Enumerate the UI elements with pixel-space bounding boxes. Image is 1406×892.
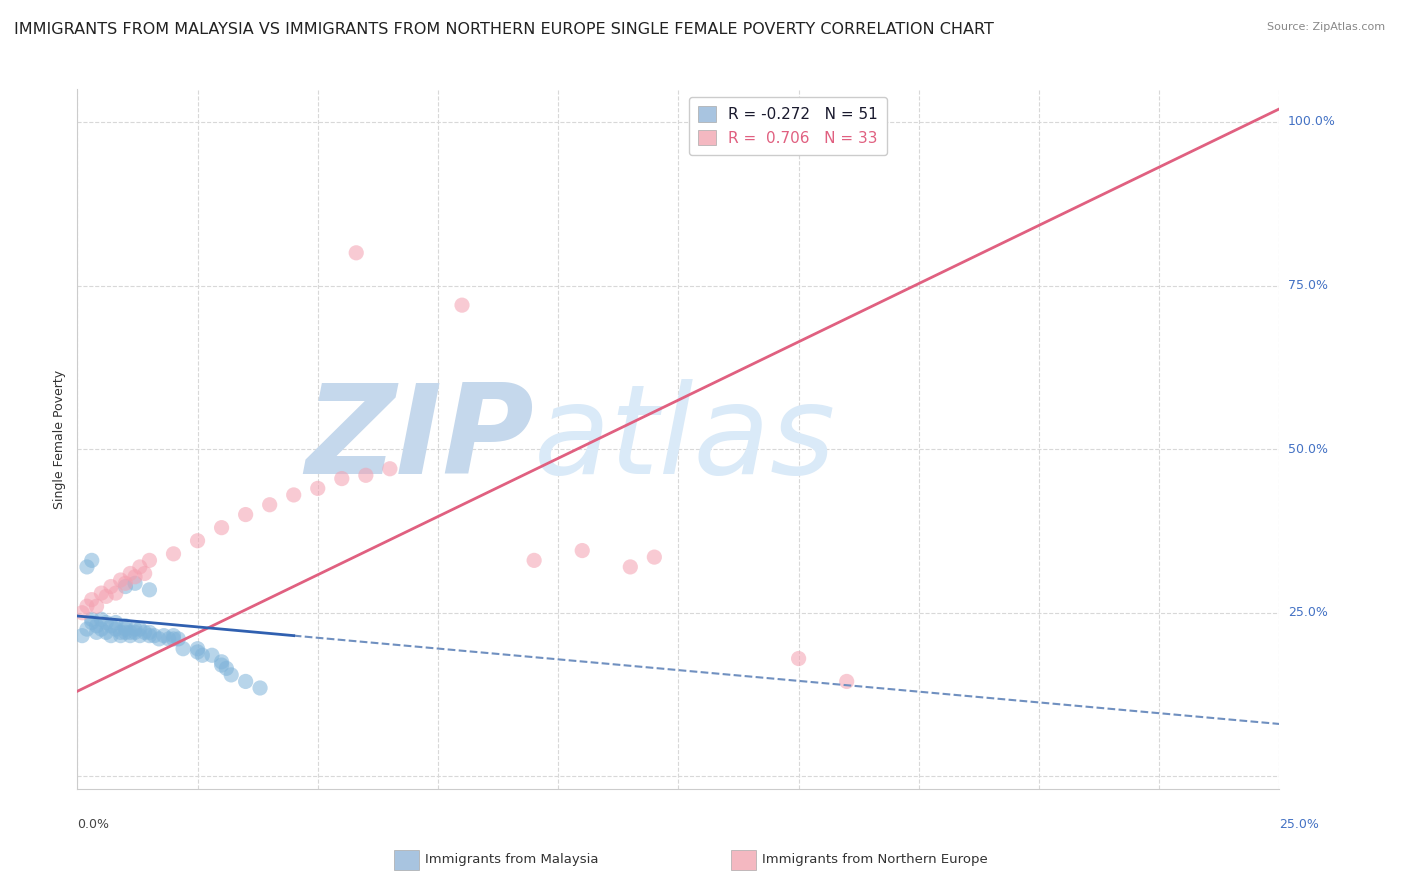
Point bbox=[124, 576, 146, 591]
Point bbox=[104, 622, 127, 636]
Point bbox=[148, 632, 170, 646]
Point bbox=[643, 550, 665, 565]
Point bbox=[138, 582, 160, 597]
Point bbox=[80, 615, 103, 630]
Text: 75.0%: 75.0% bbox=[1288, 279, 1327, 292]
Point bbox=[259, 498, 281, 512]
Point bbox=[153, 629, 176, 643]
Text: atlas: atlas bbox=[534, 379, 837, 500]
Point bbox=[134, 625, 156, 640]
Point bbox=[120, 625, 142, 640]
Point bbox=[110, 629, 132, 643]
Point bbox=[76, 560, 98, 574]
Point bbox=[124, 622, 146, 636]
Point bbox=[104, 586, 127, 600]
Point bbox=[70, 606, 93, 620]
Point bbox=[523, 553, 546, 567]
Point bbox=[330, 472, 353, 486]
Point bbox=[96, 615, 118, 630]
Point bbox=[157, 632, 180, 646]
Point bbox=[70, 629, 93, 643]
Point bbox=[120, 629, 142, 643]
Text: Source: ZipAtlas.com: Source: ZipAtlas.com bbox=[1267, 22, 1385, 32]
Point bbox=[191, 648, 214, 663]
Point bbox=[172, 641, 194, 656]
Point bbox=[787, 651, 810, 665]
Legend: R = -0.272   N = 51, R =  0.706   N = 33: R = -0.272 N = 51, R = 0.706 N = 33 bbox=[689, 97, 887, 155]
Point bbox=[114, 622, 136, 636]
Text: 50.0%: 50.0% bbox=[1288, 442, 1327, 456]
Point bbox=[134, 566, 156, 581]
Point bbox=[100, 580, 122, 594]
Point bbox=[211, 655, 233, 669]
Point bbox=[86, 599, 108, 614]
Point bbox=[283, 488, 305, 502]
Text: 0.0%: 0.0% bbox=[77, 818, 110, 830]
Point bbox=[80, 592, 103, 607]
Point bbox=[138, 553, 160, 567]
Point bbox=[86, 619, 108, 633]
Point bbox=[138, 625, 160, 640]
Point bbox=[110, 625, 132, 640]
Point bbox=[76, 599, 98, 614]
Point bbox=[201, 648, 224, 663]
Point bbox=[90, 586, 112, 600]
Point bbox=[162, 632, 184, 646]
Point bbox=[167, 632, 190, 646]
Point bbox=[120, 566, 142, 581]
Point bbox=[86, 625, 108, 640]
Point bbox=[96, 625, 118, 640]
Point bbox=[128, 560, 150, 574]
Y-axis label: Single Female Poverty: Single Female Poverty bbox=[53, 370, 66, 508]
Point bbox=[124, 570, 146, 584]
Point bbox=[124, 625, 146, 640]
Text: Immigrants from Malaysia: Immigrants from Malaysia bbox=[425, 854, 598, 866]
Point bbox=[162, 547, 184, 561]
Point bbox=[162, 629, 184, 643]
Point bbox=[354, 468, 377, 483]
Point bbox=[104, 615, 127, 630]
Point bbox=[835, 674, 858, 689]
Point bbox=[128, 629, 150, 643]
Text: 25.0%: 25.0% bbox=[1279, 818, 1319, 830]
Point bbox=[344, 245, 367, 260]
Point bbox=[114, 619, 136, 633]
Text: IMMIGRANTS FROM MALAYSIA VS IMMIGRANTS FROM NORTHERN EUROPE SINGLE FEMALE POVERT: IMMIGRANTS FROM MALAYSIA VS IMMIGRANTS F… bbox=[14, 22, 994, 37]
Point bbox=[378, 462, 401, 476]
Text: 100.0%: 100.0% bbox=[1288, 115, 1336, 128]
Point bbox=[235, 674, 257, 689]
Point bbox=[114, 576, 136, 591]
Point bbox=[186, 645, 209, 659]
Point bbox=[80, 553, 103, 567]
Point bbox=[619, 560, 641, 574]
Point bbox=[249, 681, 271, 695]
Text: 25.0%: 25.0% bbox=[1288, 607, 1327, 619]
Point bbox=[451, 298, 474, 312]
Point bbox=[143, 629, 166, 643]
Point bbox=[235, 508, 257, 522]
Point bbox=[186, 641, 209, 656]
Point bbox=[90, 612, 112, 626]
Point bbox=[80, 612, 103, 626]
Point bbox=[211, 521, 233, 535]
Point bbox=[219, 668, 242, 682]
Point bbox=[110, 573, 132, 587]
Point bbox=[307, 482, 329, 496]
Point bbox=[100, 619, 122, 633]
Point bbox=[215, 661, 238, 675]
Text: Immigrants from Northern Europe: Immigrants from Northern Europe bbox=[762, 854, 988, 866]
Point bbox=[96, 590, 118, 604]
Point bbox=[114, 580, 136, 594]
Text: ZIP: ZIP bbox=[305, 379, 534, 500]
Point bbox=[186, 533, 209, 548]
Point bbox=[211, 658, 233, 673]
Point bbox=[100, 629, 122, 643]
Point bbox=[114, 625, 136, 640]
Point bbox=[90, 622, 112, 636]
Point bbox=[128, 622, 150, 636]
Point bbox=[138, 629, 160, 643]
Point bbox=[571, 543, 593, 558]
Point bbox=[76, 622, 98, 636]
